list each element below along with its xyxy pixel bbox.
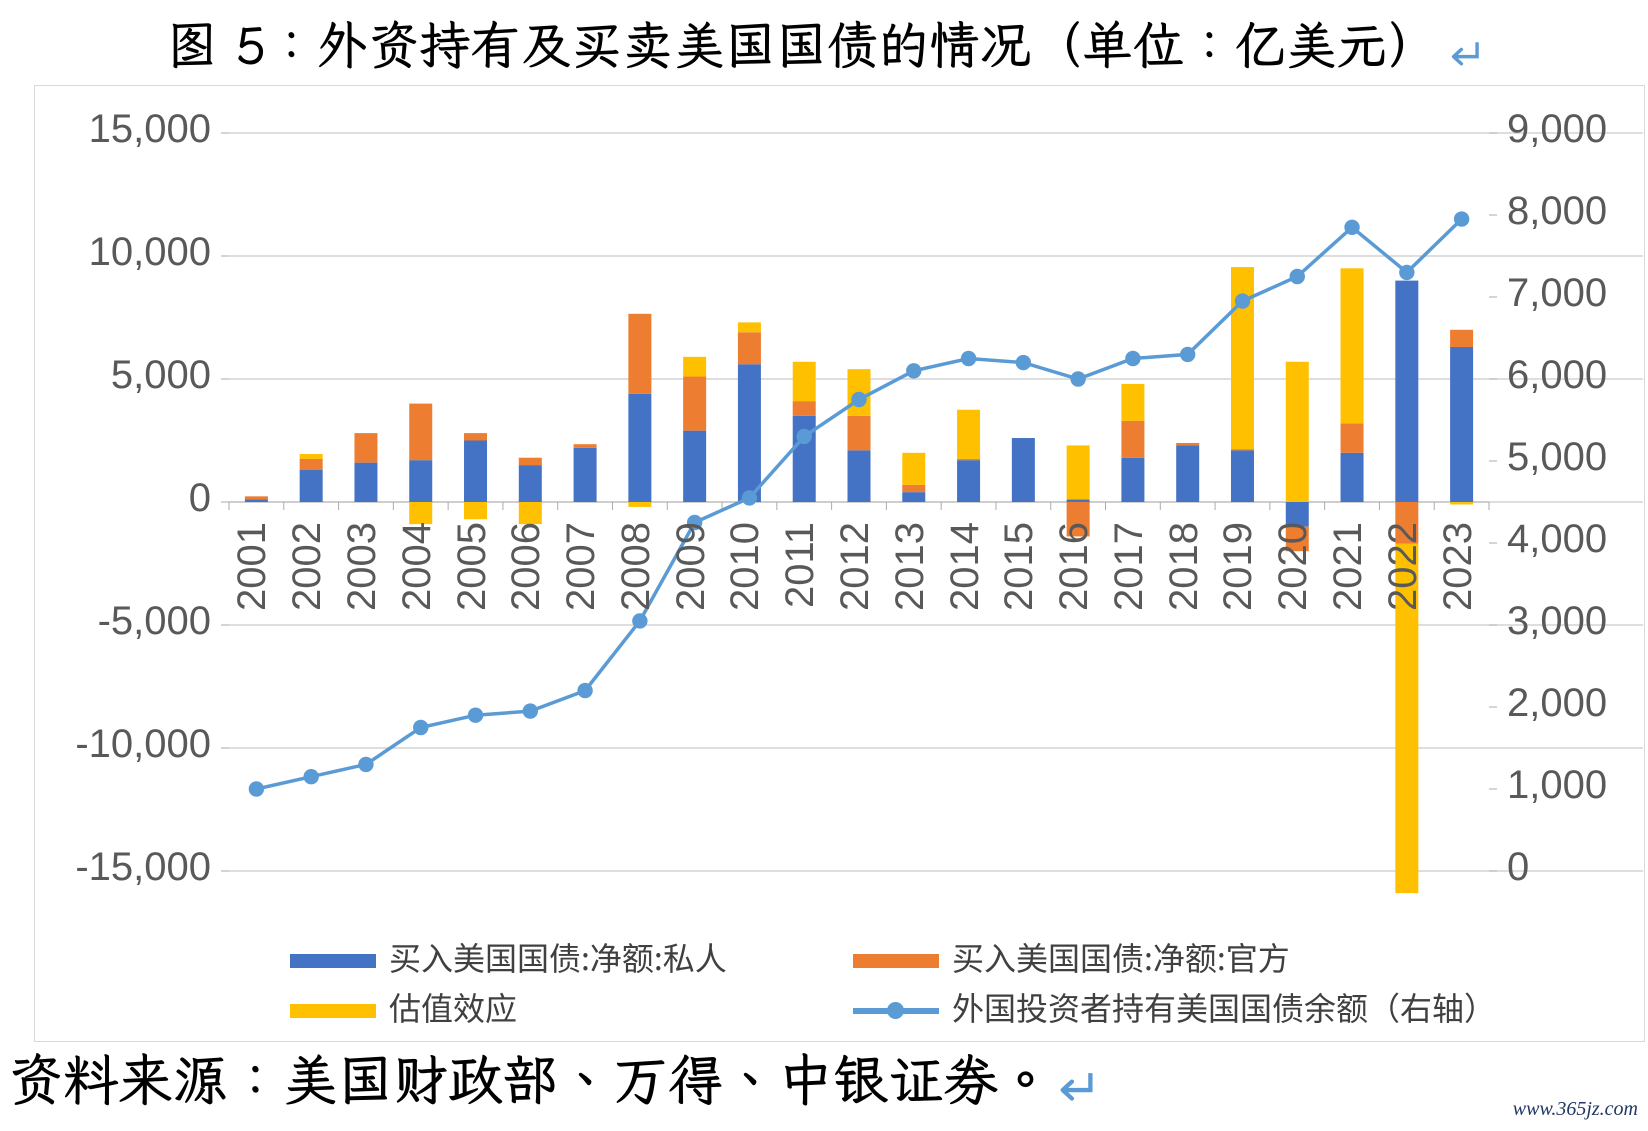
svg-text:2017: 2017: [1107, 522, 1151, 611]
svg-text:1,000: 1,000: [1507, 763, 1607, 807]
svg-text:5,000: 5,000: [1507, 435, 1607, 479]
svg-text:6,000: 6,000: [1507, 353, 1607, 397]
svg-text:-10,000: -10,000: [75, 722, 211, 766]
svg-text:2003: 2003: [340, 522, 384, 611]
svg-text:2005: 2005: [450, 522, 494, 611]
svg-text:2018: 2018: [1162, 522, 1206, 611]
svg-text:2004: 2004: [395, 522, 439, 611]
svg-text:8,000: 8,000: [1507, 189, 1607, 233]
svg-text:2021: 2021: [1326, 522, 1370, 611]
svg-text:2002: 2002: [285, 522, 329, 611]
svg-text:3,000: 3,000: [1507, 599, 1607, 643]
svg-text:2008: 2008: [614, 522, 658, 611]
svg-text:2022: 2022: [1381, 522, 1425, 611]
svg-text:2020: 2020: [1271, 522, 1315, 611]
svg-text:4,000: 4,000: [1507, 517, 1607, 561]
svg-text:2012: 2012: [833, 522, 877, 611]
svg-text:2023: 2023: [1436, 522, 1480, 611]
svg-text:0: 0: [1507, 845, 1529, 889]
svg-text:2007: 2007: [559, 522, 603, 611]
svg-text:0: 0: [189, 476, 211, 520]
svg-text:2016: 2016: [1052, 522, 1096, 611]
svg-text:2010: 2010: [723, 522, 767, 611]
svg-text:2011: 2011: [778, 522, 822, 608]
svg-text:9,000: 9,000: [1507, 107, 1607, 151]
svg-text:10,000: 10,000: [89, 230, 211, 274]
svg-text:2001: 2001: [230, 522, 274, 611]
svg-text:2014: 2014: [943, 522, 987, 611]
svg-text:5,000: 5,000: [111, 353, 211, 397]
svg-text:2019: 2019: [1216, 522, 1260, 611]
svg-text:2013: 2013: [888, 522, 932, 611]
svg-text:2,000: 2,000: [1507, 681, 1607, 725]
svg-text:-15,000: -15,000: [75, 845, 211, 889]
svg-text:2009: 2009: [669, 522, 713, 611]
svg-text:2006: 2006: [504, 522, 548, 611]
svg-text:7,000: 7,000: [1507, 271, 1607, 315]
svg-text:2015: 2015: [997, 522, 1041, 611]
svg-text:-5,000: -5,000: [98, 599, 211, 643]
svg-text:15,000: 15,000: [89, 107, 211, 151]
